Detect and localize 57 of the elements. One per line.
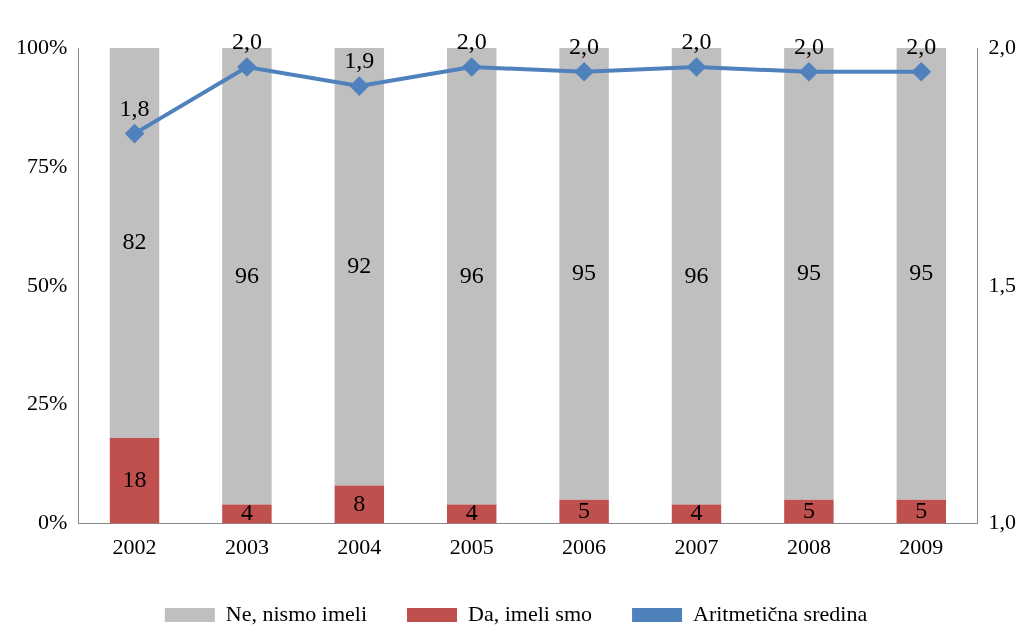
- bar: [109, 48, 160, 438]
- bar: [559, 499, 609, 524]
- data-label: 1,9: [344, 47, 375, 74]
- x-tick-label: 2007: [674, 533, 719, 559]
- point: [462, 58, 481, 77]
- data-label: 95: [909, 259, 934, 286]
- x-tick-label: 2005: [449, 533, 494, 559]
- x-tick-label: 2008: [786, 533, 831, 559]
- data-label: 96: [234, 261, 259, 288]
- legend-label: Aritmetična sredina: [693, 600, 868, 626]
- data-label: 8: [353, 489, 366, 516]
- data-label: 4: [465, 499, 478, 526]
- point: [125, 124, 144, 143]
- y-tick-label: 0%: [38, 509, 68, 535]
- x-tick-label: 2003: [224, 533, 269, 559]
- y2-tick-label: 2,0: [988, 33, 1016, 59]
- point: [237, 58, 256, 77]
- data-label: 4: [240, 499, 253, 526]
- legend-label: Ne, nismo imeli: [225, 600, 368, 626]
- data-label: 2,0: [569, 33, 600, 60]
- point: [799, 62, 818, 81]
- data-label: 92: [347, 252, 372, 279]
- data-label: 5: [915, 497, 928, 524]
- y2-tick-label: 1,5: [988, 271, 1016, 297]
- data-label: 5: [802, 497, 815, 524]
- y-tick-label: 50%: [27, 271, 68, 297]
- y-tick-label: 75%: [27, 152, 68, 178]
- data-label: 1,8: [119, 94, 150, 121]
- bar: [334, 485, 385, 524]
- data-label: 82: [122, 228, 147, 255]
- data-label: 2,0: [681, 28, 712, 55]
- point: [350, 77, 369, 96]
- data-label: 95: [572, 259, 597, 286]
- data-label: 18: [122, 466, 147, 493]
- data-label: 2,0: [231, 28, 262, 55]
- legend-label: Da, imeli smo: [468, 600, 593, 626]
- data-label: 2,0: [906, 33, 937, 60]
- y2-tick-label: 1,0: [988, 509, 1016, 535]
- data-label: 95: [796, 259, 821, 286]
- y-tick-label: 100%: [16, 33, 68, 59]
- bar: [334, 48, 385, 486]
- x-tick-label: 2004: [337, 533, 382, 559]
- bar: [109, 437, 160, 524]
- data-label: 2,0: [456, 28, 487, 55]
- data-label: 2,0: [793, 33, 824, 60]
- x-tick-label: 2006: [562, 533, 607, 559]
- bar: [784, 499, 834, 524]
- data-label: 5: [578, 497, 591, 524]
- y-tick-label: 25%: [27, 390, 68, 416]
- data-label: 96: [459, 261, 484, 288]
- point: [912, 62, 931, 81]
- x-tick-label: 2009: [899, 533, 944, 559]
- point: [575, 62, 594, 81]
- data-label: 4: [690, 499, 703, 526]
- point: [687, 58, 706, 77]
- x-tick-label: 2002: [112, 533, 157, 559]
- data-label: 96: [684, 261, 709, 288]
